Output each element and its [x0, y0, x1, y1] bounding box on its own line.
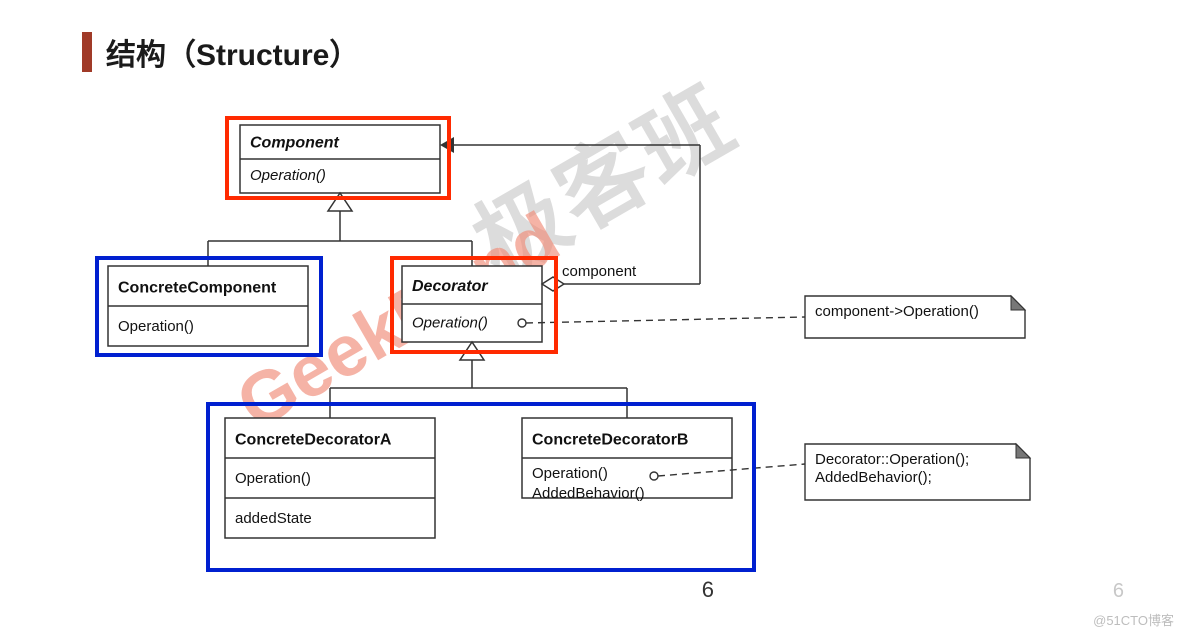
- highlight-box: [390, 256, 558, 354]
- highlight-box: [206, 402, 756, 572]
- page-number-side: 6: [1113, 580, 1124, 603]
- page-number-main: 6: [702, 577, 714, 603]
- svg-text:component: component: [562, 263, 637, 280]
- svg-text:AddedBehavior();: AddedBehavior();: [815, 469, 932, 486]
- attribution: @51CTO博客: [1093, 610, 1174, 629]
- svg-text:component->Operation(): component->Operation(): [815, 303, 979, 320]
- svg-text:Decorator::Operation();: Decorator::Operation();: [815, 451, 969, 468]
- highlight-box: [95, 256, 323, 357]
- highlight-box: [225, 116, 451, 200]
